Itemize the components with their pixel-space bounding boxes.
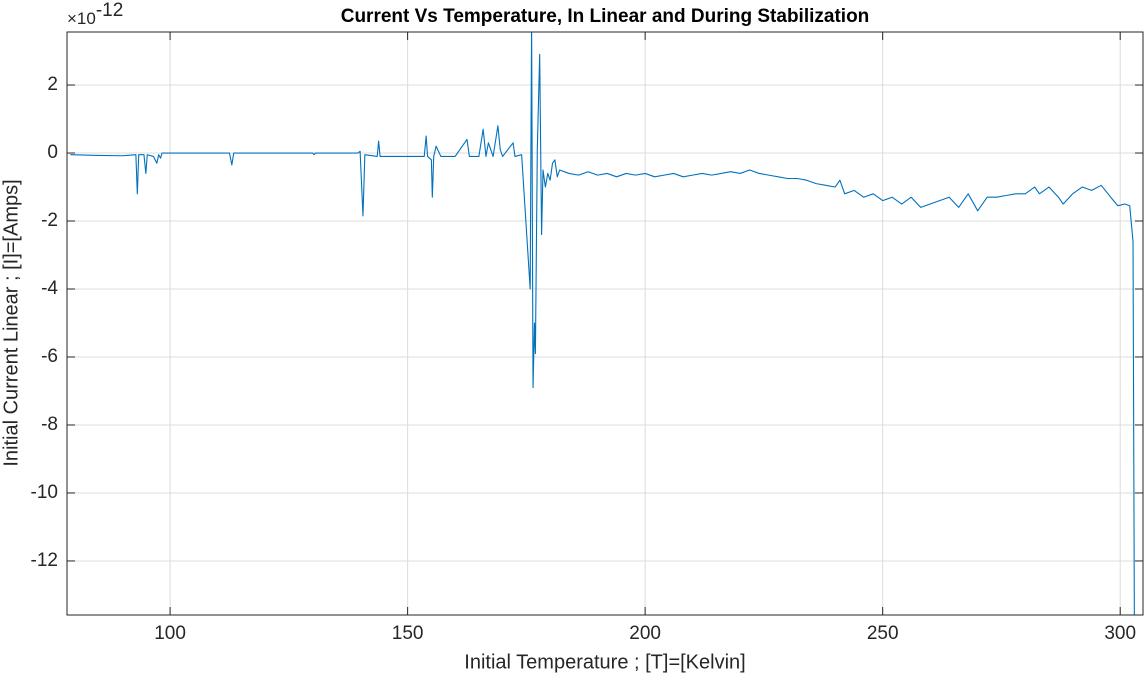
x-tick-label: 150 (392, 623, 424, 644)
x-tick-label: 100 (154, 623, 186, 644)
y-axis-label: Initial Current Linear ; [I]=[Amps] (0, 179, 22, 466)
data-line (70, 32, 1135, 615)
multiplier-base: ×10 (67, 9, 96, 28)
plot-area (70, 32, 1135, 615)
y-tick-label: -12 (31, 550, 58, 571)
axes-box (66, 31, 1144, 616)
y-tick-label: -10 (31, 482, 58, 503)
x-tick-label: 300 (1104, 623, 1136, 644)
y-tick-label: -6 (41, 346, 58, 367)
y-tick-label: -8 (41, 414, 58, 435)
y-tick-label: 2 (47, 74, 58, 95)
chart-title: Current Vs Temperature, In Linear and Du… (341, 6, 870, 27)
x-axis-label: Initial Temperature ; [T]=[Kelvin] (464, 651, 745, 673)
x-tick-label: 250 (867, 623, 899, 644)
y-tick-label: 0 (47, 142, 58, 163)
multiplier-exponent: -12 (96, 0, 123, 21)
y-tick-label: -2 (41, 210, 58, 231)
x-tick-label: 200 (629, 623, 661, 644)
y-multiplier: ×10-12 (67, 0, 123, 28)
grid (67, 32, 1143, 615)
y-tick-label: -4 (41, 278, 58, 299)
